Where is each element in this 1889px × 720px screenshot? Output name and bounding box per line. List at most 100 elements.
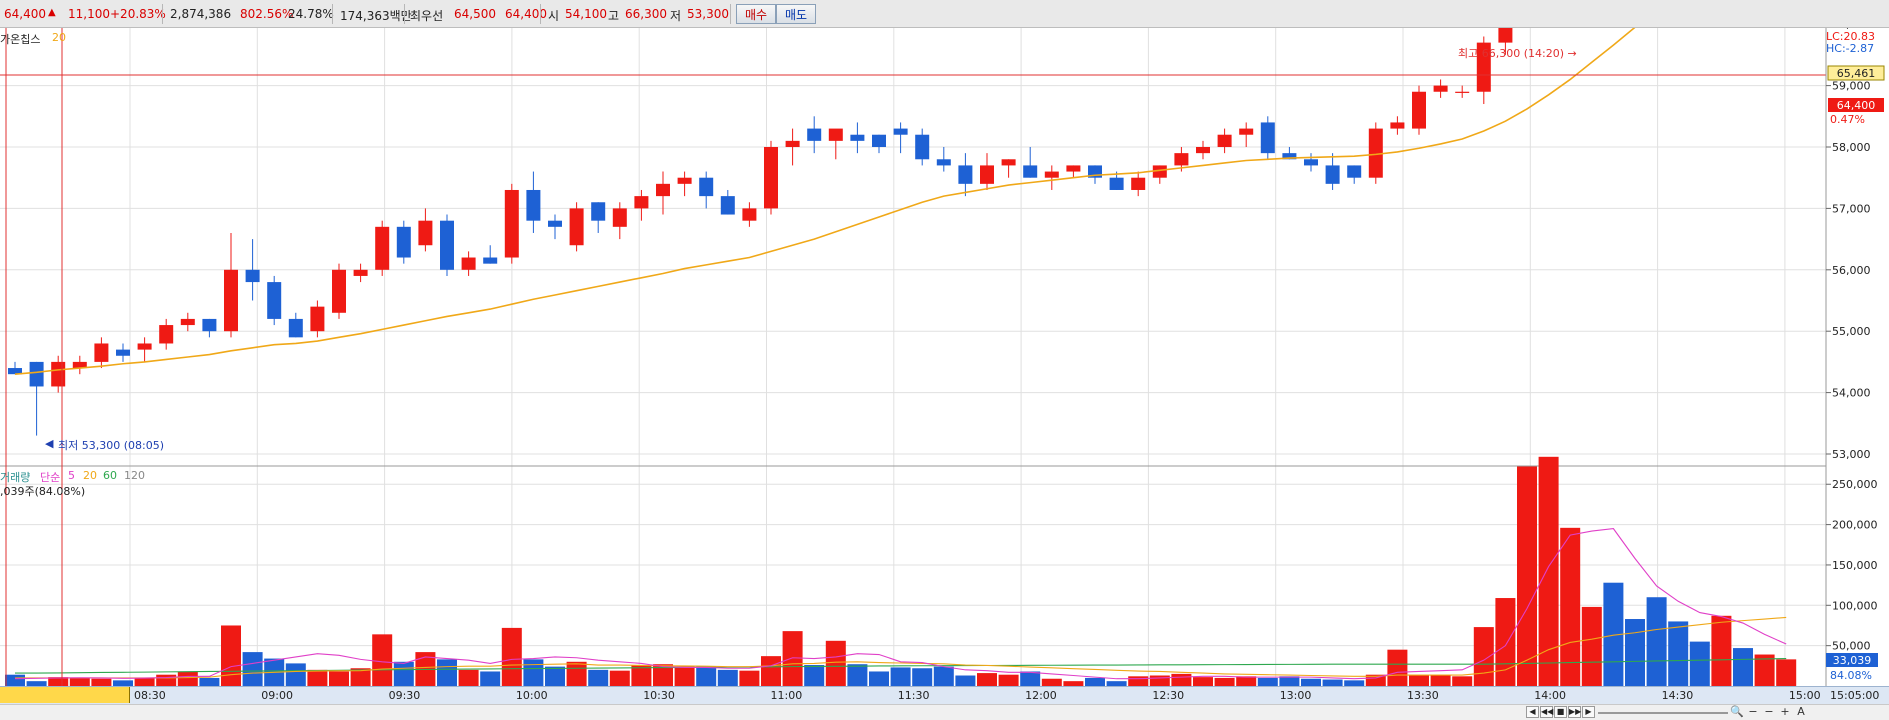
volume-bar [221,625,241,686]
candle-body [396,226,411,258]
price-change: 11,100 [68,7,110,21]
volume-bar [933,666,954,686]
volume-bar [847,664,868,686]
volume-bar [1733,648,1753,686]
candle-body [828,128,843,141]
volume-bar [91,678,112,686]
volume-bar [177,671,198,686]
volume-bar [113,680,133,686]
volume-bar [566,661,587,686]
price-tick-label: 60,000 [1832,28,1871,31]
candle-body [51,361,66,387]
volume-bar [329,671,349,686]
volume-ratio: 802.56% [240,7,294,21]
zoom-out-icon[interactable]: − [1748,705,1758,718]
candle-body [1001,159,1016,166]
up-arrow-icon: ▲ [48,7,56,18]
volume-bar [372,634,393,686]
volume-bar [825,640,846,686]
time-label: 14:30 [1661,689,1694,702]
candle-body [159,325,174,344]
candle-body [634,196,649,209]
candle-body [785,140,800,147]
volume-bar [998,674,1019,686]
stock-name: 가온칩스 [0,33,41,46]
candle-body [29,361,44,387]
volume-bar [307,669,328,686]
price-tick-label: 54,000 [1832,387,1871,400]
volume-bar [1106,681,1127,686]
candle-body [936,159,951,166]
scroll-right-icon[interactable]: ▶ [1582,706,1595,718]
volume-bar [1236,676,1257,686]
time-label: 10:30 [643,689,675,702]
time-label: 12:00 [1025,689,1057,702]
price-axis-ticks: 66,00065,00064,00063,00062,00061,00060,0… [1826,28,1871,461]
scroll-track[interactable] [1598,712,1728,714]
candle-body [569,208,584,246]
vma-60: 60 [103,469,117,482]
stop-icon[interactable]: ■ [1554,706,1567,718]
candle-body [116,349,130,356]
volume-bar [458,669,479,686]
time-cursor-box [0,687,130,703]
text-size-icon[interactable]: A [1797,705,1805,718]
candle-body [958,165,973,184]
price-volume-chart[interactable]: 66,00065,00064,00063,00062,00061,00060,0… [0,28,1889,686]
price-tick-label: 57,000 [1832,202,1871,215]
candle-body [720,196,735,215]
candle-body [224,269,238,332]
ma20-line [14,28,1636,375]
volume-bar [1322,679,1343,686]
volume-bar [890,667,911,686]
candle-body [526,189,541,221]
candle-body [245,269,260,283]
buy-button[interactable]: 매수 [736,4,777,24]
volume-bar [437,659,457,686]
candle-body [699,177,714,197]
current-time: 15:05:00 [1830,689,1880,702]
candle-body [1131,177,1146,190]
time-label: 12:30 [1152,689,1185,702]
volume-bars [5,456,1797,686]
volume-bar [523,659,544,686]
plus-icon[interactable]: + [1780,705,1790,718]
candle-body [807,128,822,141]
volume-bar [739,670,760,686]
volume-bar [1452,676,1473,686]
open-price: 54,100 [565,7,607,21]
scroll-first-icon[interactable]: ◀◀ [1540,706,1554,718]
volume-bar [1063,681,1084,686]
candle-body [1455,91,1470,93]
volume-bar [588,669,609,686]
candle-body [267,282,282,319]
volume-bar [1754,654,1775,686]
minus-icon[interactable]: − [1764,705,1774,718]
scroll-last-icon[interactable]: ▶▶ [1568,706,1582,718]
scroll-left-icon[interactable]: ◀ [1526,706,1539,718]
zoom-icon[interactable]: 🔍 [1730,705,1744,718]
candle-body [1023,165,1038,178]
high-price: 66,300 [625,7,667,21]
candle-body [1433,85,1448,92]
time-label: 14:00 [1534,689,1566,702]
current-price-box [1828,98,1884,112]
candle-body [137,343,152,350]
candle-body [353,269,368,276]
time-label: 11:30 [897,689,930,702]
candle-body [375,226,390,270]
candle-body [1196,147,1210,154]
sell-button[interactable]: 매도 [776,4,817,24]
candle-body [1304,159,1318,166]
candle-body [461,257,476,270]
volume-bar [1689,641,1710,686]
volume-bar [1560,527,1581,686]
candle-body [504,189,519,258]
volume-bar [1538,456,1559,686]
volume-axis-ticks: 250,000 200,000 150,000 100,000 50,000 [1826,478,1878,653]
volume-title: 거래량 [0,471,31,484]
volume-bar [653,664,673,686]
candle-body [483,257,498,264]
volume-bar [501,627,522,686]
volume-bar [1625,619,1645,686]
